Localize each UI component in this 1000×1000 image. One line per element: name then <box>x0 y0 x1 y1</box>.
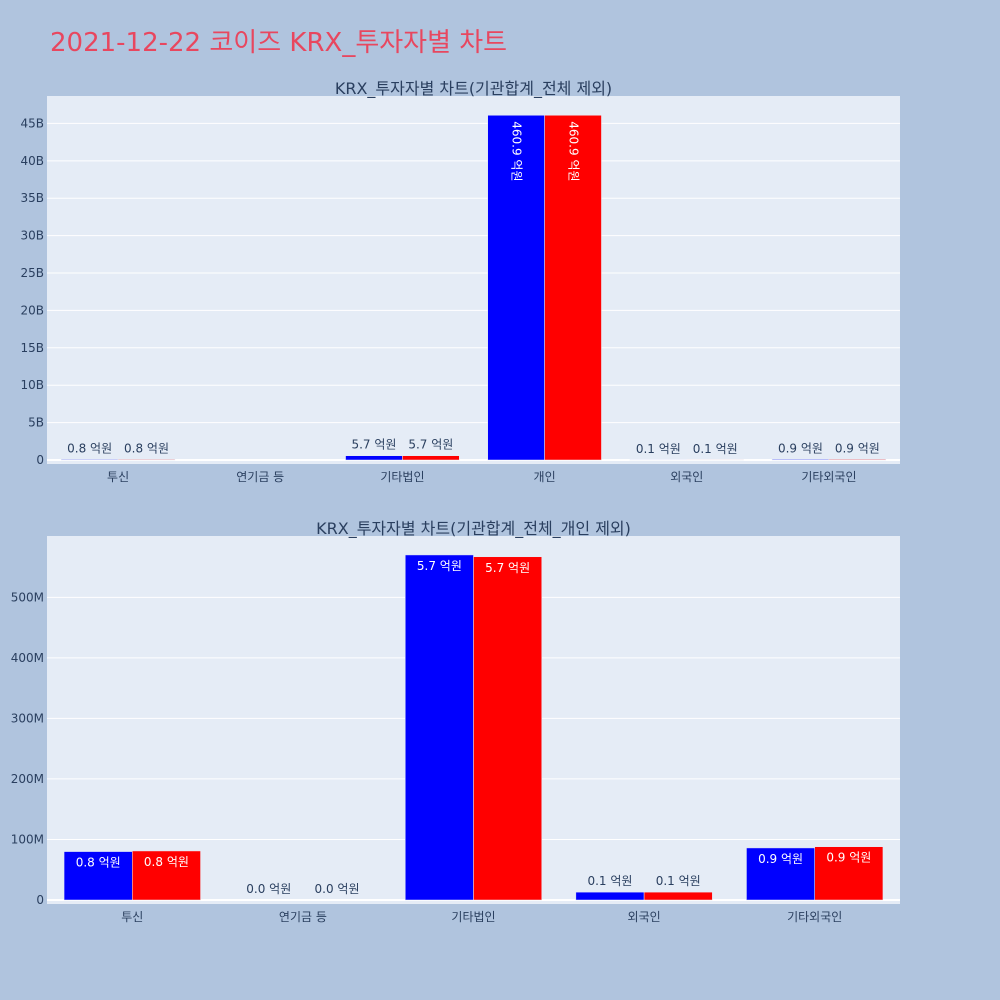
x-tick-label: 연기금 등 <box>236 470 284 484</box>
bar <box>487 115 545 461</box>
bar <box>117 459 176 461</box>
bar <box>544 115 602 461</box>
data-label: 0.1 억원 <box>636 442 681 456</box>
data-label: 5.7 억원 <box>351 438 396 452</box>
chart-title: KRX_투자자별 차트(기관합계_전체 제외) <box>335 79 612 99</box>
bar <box>746 847 815 901</box>
y-tick-label: 500M <box>11 590 44 604</box>
y-tick-label: 30B <box>20 229 44 243</box>
data-label: 0.1 억원 <box>693 442 738 456</box>
bar <box>405 554 474 901</box>
bar <box>402 455 460 461</box>
y-tick-label: 15B <box>20 341 44 355</box>
x-tick-label: 투신 <box>121 910 143 924</box>
data-label: 0.8 억원 <box>67 441 112 455</box>
y-tick-label: 40B <box>20 154 44 168</box>
y-tick-label: 200M <box>11 772 44 786</box>
y-tick-label: 0 <box>36 893 44 907</box>
y-tick-label: 35B <box>20 191 44 205</box>
data-label: 460.9 억원 <box>510 121 524 181</box>
investor-bar-chart-excl-institutions: KRX_투자자별 차트(기관합계_전체 제외) 0 5B 10B 15B 20B 25B 30… <box>20 79 900 484</box>
x-tick-label: 연기금 등 <box>279 910 327 924</box>
chart-title: KRX_투자자별 차트(기관합계_전체_개인 제외) <box>316 519 631 539</box>
bar <box>345 455 403 461</box>
y-tick-label: 10B <box>20 378 44 392</box>
data-label: 0.0 억원 <box>246 882 291 896</box>
y-tick-label: 0 <box>36 453 44 467</box>
data-label: 0.9 억원 <box>826 851 871 865</box>
data-label: 460.9 억원 <box>567 121 581 181</box>
x-tick-label: 기타법인 <box>451 910 495 924</box>
x-tick-label: 기타외국인 <box>787 910 842 924</box>
y-tick-label: 45B <box>20 116 44 130</box>
data-label: 0.9 억원 <box>835 441 880 455</box>
data-label: 0.8 억원 <box>144 855 189 869</box>
data-label: 0.9 억원 <box>778 441 823 455</box>
y-tick-label: 100M <box>11 832 44 846</box>
investor-bar-chart-excl-institutions-individuals: KRX_투자자별 차트(기관합계_전체_개인 제외) 0 100M 200M 300M 4… <box>11 519 900 924</box>
page-title: 2021-12-22 코이즈 KRX_투자자별 차트 <box>50 28 508 58</box>
plot-area <box>47 96 900 464</box>
data-label: 5.7 억원 <box>417 559 462 573</box>
data-label: 0.9 억원 <box>758 852 803 866</box>
x-tick-label: 기타외국인 <box>801 470 856 484</box>
bar <box>828 459 887 461</box>
bar <box>814 846 884 901</box>
x-tick-label: 기타법인 <box>380 470 424 484</box>
data-label: 5.7 억원 <box>408 438 453 452</box>
bar <box>63 851 133 901</box>
x-tick-label: 외국인 <box>670 470 703 484</box>
bar <box>643 891 713 901</box>
data-label: 0.8 억원 <box>76 856 121 870</box>
x-tick-label: 외국인 <box>628 910 661 924</box>
x-tick-label: 개인 <box>534 470 556 484</box>
data-label: 0.8 억원 <box>124 441 169 455</box>
data-label: 0.0 억원 <box>315 882 360 896</box>
bar <box>771 459 830 461</box>
y-tick-label: 20B <box>20 303 44 317</box>
y-tick-label: 300M <box>11 711 44 725</box>
data-label: 5.7 억원 <box>485 561 530 575</box>
data-label: 0.1 억원 <box>587 874 632 888</box>
y-tick-label: 400M <box>11 651 44 665</box>
x-tick-label: 투신 <box>107 470 129 484</box>
bar <box>473 556 542 901</box>
bar <box>132 850 201 901</box>
data-label: 0.1 억원 <box>656 874 701 888</box>
bar <box>60 459 119 461</box>
y-tick-label: 5B <box>28 416 44 430</box>
y-tick-label: 25B <box>20 266 44 280</box>
bar <box>575 891 645 901</box>
